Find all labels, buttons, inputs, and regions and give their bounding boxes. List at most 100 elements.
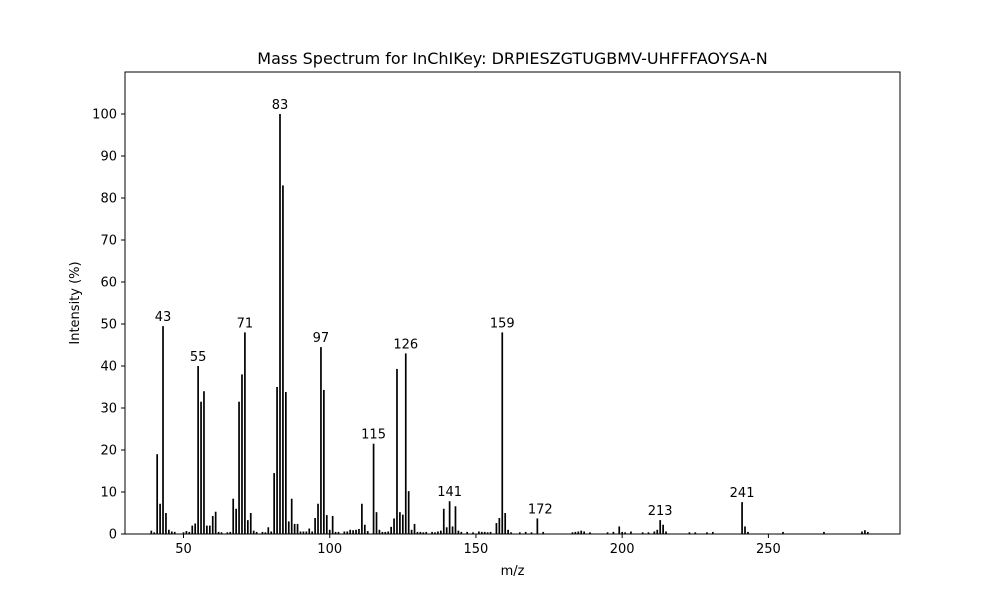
peak-bar-mz-120 (387, 531, 390, 534)
peak-bar-mz-51 (185, 531, 188, 534)
peak-bar-mz-161 (507, 529, 509, 534)
peak-bar-mz-136 (434, 532, 436, 534)
peak-bar-mz-140 (445, 527, 448, 534)
peak-bar-mz-113 (366, 531, 369, 534)
peak-bar-mz-72 (246, 520, 249, 534)
peak-bar-mz-186 (580, 530, 583, 534)
peak-label-159: 159 (490, 316, 515, 331)
peak-bar-mz-197 (612, 531, 615, 534)
peak-bar-mz-109 (355, 529, 357, 534)
peak-bar-mz-159 (501, 332, 504, 534)
peak-bar-mz-126 (404, 353, 407, 534)
peak-bar-mz-97 (320, 347, 322, 534)
peak-bar-mz-86 (287, 521, 290, 534)
peak-bar-mz-105 (343, 531, 346, 534)
peak-bar-mz-92 (305, 531, 308, 534)
peak-bar-mz-100 (328, 529, 331, 534)
peak-bar-mz-183 (571, 532, 574, 534)
y-tick-label-70: 70 (100, 234, 117, 249)
peak-bar-mz-138 (439, 530, 442, 534)
peak-bar-mz-88 (293, 523, 296, 534)
peak-bar-mz-284 (866, 531, 869, 534)
peak-bar-mz-61 (214, 511, 217, 534)
peak-bar-mz-185 (577, 531, 580, 534)
peak-bar-mz-157 (495, 523, 498, 534)
peak-bar-mz-231 (711, 531, 714, 534)
peak-label-83: 83 (272, 98, 289, 113)
peak-bar-mz-184 (574, 531, 577, 534)
peak-bar-mz-152 (480, 531, 483, 534)
peak-bar-mz-102 (334, 531, 337, 534)
peak-bar-mz-122 (393, 518, 395, 534)
peak-bar-mz-55 (197, 366, 199, 534)
peak-bar-mz-99 (325, 515, 328, 534)
peak-bar-mz-203 (630, 531, 632, 534)
peak-bar-mz-128 (410, 529, 413, 534)
peak-bar-mz-209 (647, 532, 650, 534)
peak-bar-mz-87 (290, 498, 293, 534)
peak-bar-mz-199 (618, 526, 621, 534)
peak-bar-mz-67 (232, 498, 235, 534)
peak-bar-mz-63 (220, 532, 223, 534)
peak-bar-mz-212 (656, 529, 659, 534)
peak-bar-mz-108 (352, 530, 354, 534)
peak-bar-mz-65 (226, 532, 229, 534)
peak-bar-mz-75 (255, 531, 258, 534)
y-tick-label-90: 90 (100, 150, 117, 165)
peak-bar-mz-154 (486, 532, 489, 534)
peak-bar-mz-83 (279, 114, 281, 534)
y-tick-label-60: 60 (100, 276, 117, 291)
peak-bar-mz-119 (384, 531, 387, 534)
peak-bar-mz-115 (372, 443, 375, 534)
peak-bar-mz-78 (264, 532, 267, 534)
peak-bar-mz-112 (363, 524, 366, 534)
peak-bar-mz-42 (159, 503, 161, 534)
y-tick-label-10: 10 (100, 486, 117, 501)
peak-bar-mz-139 (442, 508, 445, 534)
peak-bar-mz-45 (168, 529, 170, 534)
peak-bar-mz-96 (317, 503, 319, 534)
peak-bar-mz-162 (510, 532, 512, 534)
peak-bar-mz-41 (156, 454, 159, 534)
peak-bar-mz-68 (235, 508, 237, 534)
peak-bar-mz-73 (249, 513, 252, 534)
peak-bar-mz-116 (375, 512, 378, 534)
peak-bar-mz-91 (302, 531, 305, 534)
plot-frame (124, 71, 901, 535)
peak-bar-mz-195 (606, 532, 609, 534)
peak-bar-mz-98 (323, 389, 325, 534)
peak-bar-mz-243 (747, 531, 749, 534)
peak-bar-mz-110 (358, 528, 360, 534)
peak-bar-mz-56 (200, 401, 202, 534)
peak-bar-mz-127 (407, 491, 410, 534)
peak-bar-mz-282 (861, 531, 863, 534)
peak-bar-mz-151 (478, 531, 480, 534)
peak-bar-mz-214 (662, 524, 664, 534)
peak-bar-mz-143 (454, 506, 457, 534)
peak-label-141: 141 (437, 485, 462, 500)
y-tick-label-40: 40 (100, 360, 117, 375)
peak-bar-mz-124 (399, 512, 401, 534)
peak-bar-mz-145 (460, 531, 463, 534)
peak-bar-mz-242 (744, 526, 746, 534)
peak-bar-mz-93 (308, 528, 311, 534)
y-axis: 0 10 20 30 40 50 60 70 80 90 100 (92, 108, 125, 543)
peak-bar-mz-129 (413, 523, 416, 534)
peak-bar-mz-131 (419, 531, 422, 534)
peak-bar-mz-44 (165, 513, 167, 534)
peak-bar-mz-223 (688, 532, 691, 534)
peak-bar-mz-155 (489, 531, 492, 534)
peak-bar-mz-283 (864, 530, 866, 534)
y-tick-label-0: 0 (109, 528, 117, 543)
peak-bar-mz-81 (273, 473, 276, 534)
x-tick-label-250: 250 (756, 542, 781, 557)
peak-label-97: 97 (313, 331, 330, 346)
y-tick-label-100: 100 (92, 108, 117, 123)
peak-bar-mz-85 (284, 392, 287, 534)
peak-bar-mz-169 (530, 532, 533, 534)
peak-bar-mz-54 (194, 523, 197, 534)
peak-bar-mz-79 (267, 527, 270, 534)
peak-bar-mz-125 (401, 514, 404, 534)
x-tick-label-200: 200 (610, 542, 635, 557)
peak-bar-mz-255 (782, 531, 784, 534)
